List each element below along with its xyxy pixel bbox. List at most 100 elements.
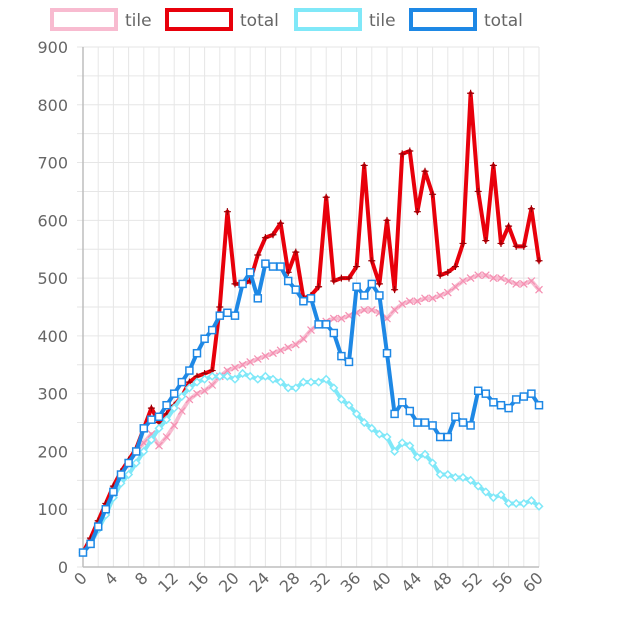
data-point: [511, 498, 521, 509]
data-point: [306, 294, 316, 303]
data-point: [467, 89, 475, 97]
data-point: [359, 417, 369, 428]
data-point: [215, 311, 225, 320]
data-point: [177, 407, 186, 415]
data-point: [383, 216, 391, 224]
y-tick-label: 800: [37, 96, 68, 115]
data-point: [291, 340, 300, 349]
data-point: [534, 400, 544, 410]
data-point: [139, 424, 149, 433]
data-point: [412, 452, 422, 462]
data-point: [200, 386, 209, 395]
data-point: [428, 421, 437, 430]
data-point: [375, 291, 384, 300]
data-point: [473, 481, 483, 491]
data-point: [222, 371, 232, 381]
legend-label: total: [484, 11, 523, 31]
data-point: [337, 314, 346, 323]
data-point: [169, 403, 179, 413]
data-point: [193, 389, 201, 398]
data-point: [466, 274, 475, 283]
data-point: [269, 349, 277, 358]
data-point: [489, 274, 498, 283]
data-point: [451, 412, 460, 422]
data-point: [504, 403, 513, 413]
y-tick-label: 0: [58, 558, 68, 577]
data-point: [321, 374, 331, 384]
data-point: [268, 262, 278, 271]
data-point: [526, 495, 536, 506]
x-tick-label: 36: [337, 568, 365, 596]
data-point: [254, 251, 262, 259]
data-point: [291, 285, 301, 294]
data-point: [443, 288, 452, 297]
data-point: [527, 205, 535, 213]
data-point: [184, 383, 194, 393]
data-point: [519, 498, 529, 509]
data-point: [291, 383, 301, 393]
data-point: [444, 268, 452, 276]
data-point: [116, 470, 126, 479]
data-point: [86, 539, 95, 549]
data-point: [322, 193, 330, 201]
data-point: [177, 377, 187, 387]
data-point: [520, 242, 528, 250]
data-point: [283, 276, 293, 286]
x-tick-label: 44: [397, 568, 425, 596]
data-point: [459, 239, 467, 247]
data-point: [367, 305, 376, 314]
data-point: [276, 377, 286, 387]
data-point: [374, 429, 384, 439]
data-point: [314, 377, 324, 387]
data-point: [292, 248, 300, 256]
data-point: [276, 262, 285, 271]
data-point: [155, 441, 163, 450]
data-point: [429, 190, 437, 198]
data-point: [519, 279, 528, 288]
x-tick-label: 40: [367, 568, 395, 596]
legend[interactable]: tile total tile total: [50, 8, 523, 31]
data-point: [238, 360, 247, 369]
data-point: [511, 395, 521, 404]
legend-item-1[interactable]: tile: [50, 8, 152, 31]
data-point: [268, 374, 278, 384]
legend-item-4[interactable]: total: [409, 8, 523, 31]
data-point: [398, 150, 406, 158]
data-point: [246, 357, 255, 366]
data-point: [336, 394, 346, 405]
data-point: [436, 271, 444, 279]
data-point: [154, 423, 164, 433]
data-point: [413, 418, 422, 427]
data-point: [443, 432, 453, 442]
data-point: [208, 381, 217, 389]
data-point: [284, 343, 293, 352]
data-point: [421, 167, 429, 175]
data-point: [245, 371, 255, 381]
data-point: [277, 219, 285, 227]
legend-item-2[interactable]: total: [165, 8, 279, 31]
data-point: [519, 392, 529, 401]
data-point: [367, 423, 377, 433]
legend-swatch: [165, 8, 233, 31]
data-point: [101, 504, 111, 514]
data-point: [314, 320, 323, 329]
legend-item-3[interactable]: tile: [294, 8, 396, 31]
y-tick-label: 300: [37, 385, 68, 404]
x-tick-label: 24: [245, 568, 273, 596]
data-point: [269, 231, 277, 239]
data-point: [261, 259, 270, 268]
data-point: [474, 271, 483, 280]
data-point: [504, 277, 513, 285]
data-point: [375, 280, 383, 288]
data-point: [367, 279, 377, 289]
data-point: [131, 458, 141, 468]
data-point: [420, 449, 430, 459]
legend-label: tile: [125, 11, 152, 31]
data-point: [496, 490, 506, 500]
data-point: [405, 406, 415, 416]
data-point: [405, 441, 415, 451]
data-point: [512, 242, 520, 250]
data-point: [230, 311, 240, 320]
data-point: [353, 263, 361, 271]
